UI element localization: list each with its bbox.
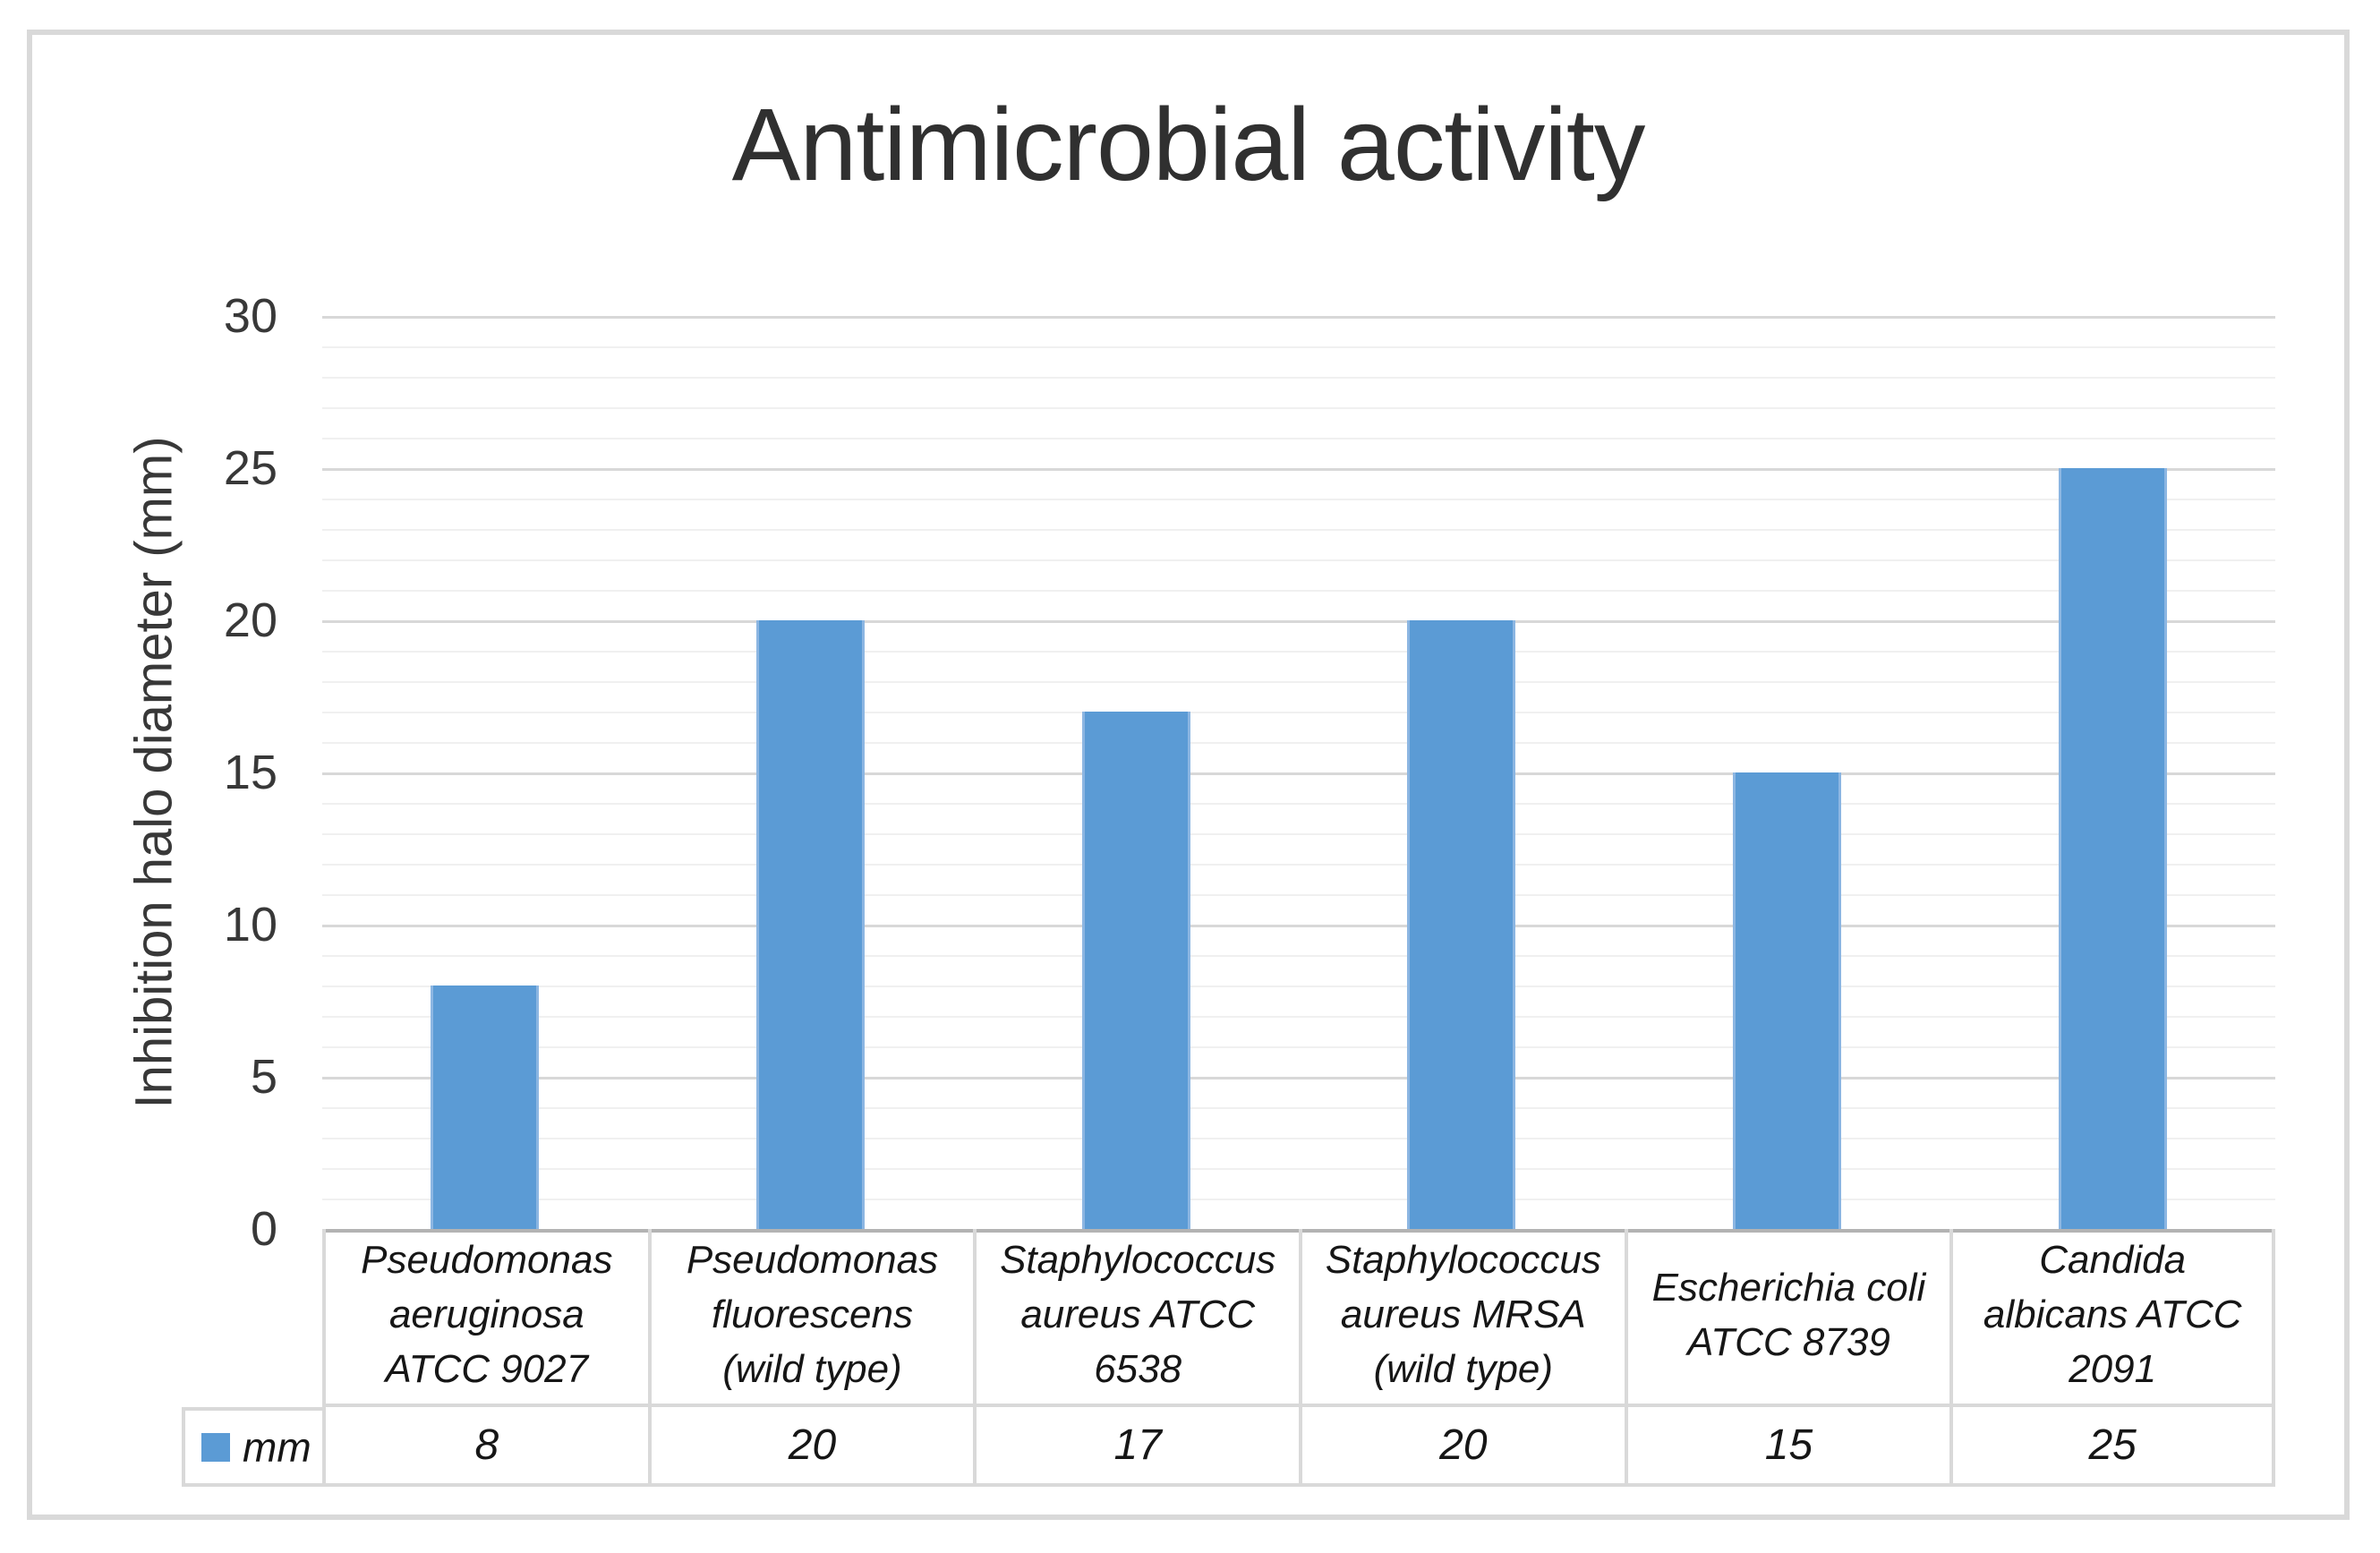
legend-series-label: mm — [243, 1423, 311, 1471]
category-label: Pseudomonas aeruginosa ATCC 9027 — [322, 1229, 648, 1407]
gridline — [322, 620, 2275, 623]
gridline — [322, 1107, 2275, 1109]
gridline — [322, 833, 2275, 835]
y-tick-label: 20 — [223, 593, 277, 647]
table-value: 25 — [1949, 1407, 2275, 1487]
category-label: Staphylococcus aureus MRSA (wild type) — [1299, 1229, 1625, 1407]
gridline — [322, 468, 2275, 471]
gridline — [322, 894, 2275, 896]
gridline — [322, 955, 2275, 957]
gridline — [322, 1138, 2275, 1139]
y-tick-label: 10 — [223, 898, 277, 951]
table-value: 15 — [1624, 1407, 1950, 1487]
legend-cell: mm — [182, 1407, 322, 1487]
data-table: mm Pseudomonas aeruginosa ATCC 9027 8 Pseu… — [182, 1229, 2279, 1487]
gridline — [322, 407, 2275, 409]
table-value: 8 — [322, 1407, 648, 1487]
y-tick-label: 0 — [250, 1202, 277, 1256]
y-tick-label: 25 — [223, 441, 277, 495]
table-value: 20 — [647, 1407, 974, 1487]
gridline — [322, 1077, 2275, 1079]
gridline — [322, 1168, 2275, 1170]
gridline — [322, 346, 2275, 348]
bar-2 — [756, 620, 865, 1229]
bar-5 — [1733, 772, 1841, 1229]
gridline — [322, 1016, 2275, 1018]
gridline — [322, 438, 2275, 439]
y-tick-label: 5 — [250, 1050, 277, 1104]
gridline — [322, 681, 2275, 683]
gridline — [322, 864, 2275, 866]
chart-title: Antimicrobial activity — [731, 88, 1646, 202]
table-value: 20 — [1299, 1407, 1625, 1487]
table-value: 17 — [973, 1407, 1299, 1487]
gridline — [322, 986, 2275, 987]
category-label: Escherichia coli ATCC 8739 — [1624, 1229, 1950, 1407]
gridline — [322, 803, 2275, 805]
legend-swatch-icon — [201, 1432, 230, 1462]
gridline — [322, 651, 2275, 653]
gridline — [322, 772, 2275, 775]
gridline — [322, 499, 2275, 500]
y-tick-label: 30 — [223, 289, 277, 343]
gridline — [322, 925, 2275, 927]
bar-4 — [1407, 620, 1516, 1229]
category-label: Candida albicans ATCC 2091 — [1949, 1229, 2275, 1407]
category-label: Pseudomonas fluorescens (wild type) — [647, 1229, 974, 1407]
gridline — [322, 529, 2275, 531]
plot-area — [322, 316, 2275, 1233]
category-label: Staphylococcus aureus ATCC 6538 — [973, 1229, 1299, 1407]
gridline — [322, 316, 2275, 319]
gridline — [322, 712, 2275, 713]
gridline — [322, 742, 2275, 744]
gridline — [322, 559, 2275, 561]
gridline — [322, 1046, 2275, 1048]
gridline — [322, 1199, 2275, 1200]
bar-1 — [431, 986, 540, 1229]
gridline — [322, 377, 2275, 379]
bar-6 — [2058, 468, 2167, 1229]
gridline — [322, 590, 2275, 592]
y-tick-label: 15 — [223, 746, 277, 799]
bar-3 — [1081, 712, 1190, 1229]
